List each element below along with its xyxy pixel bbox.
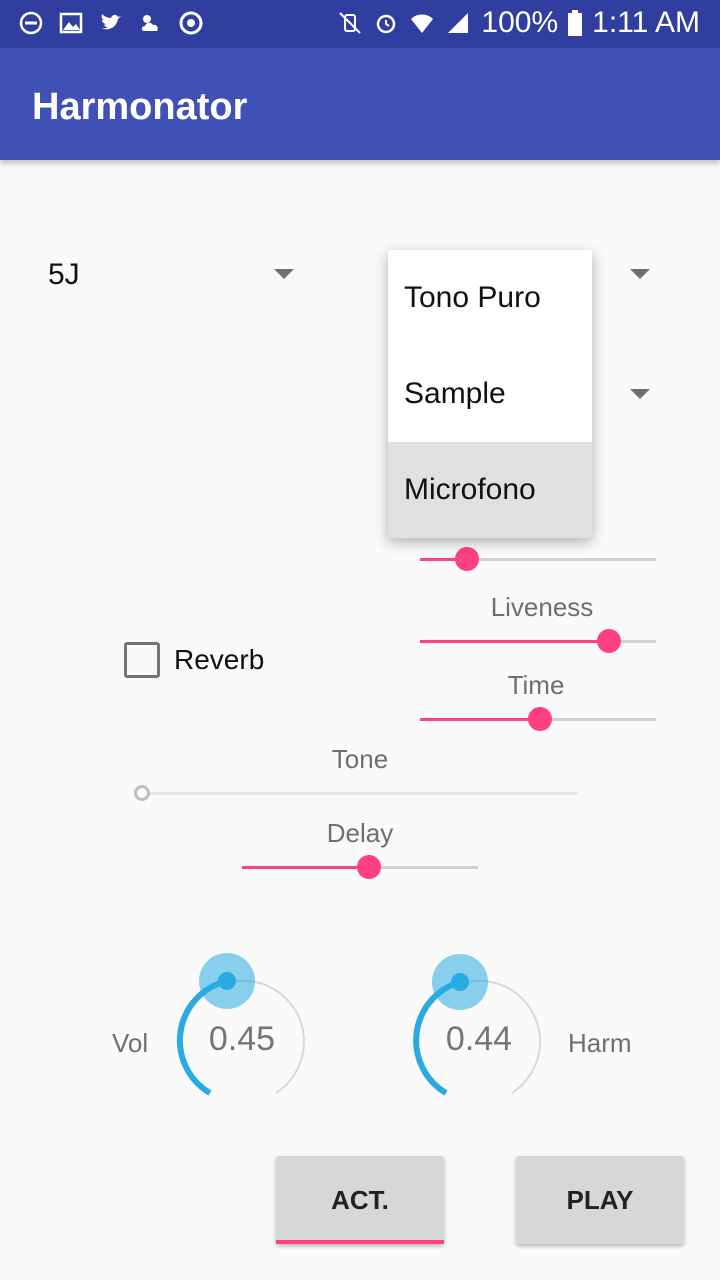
harm-value: 0.44 [445,1020,513,1058]
clock: 1:11 AM [592,6,700,39]
vol-label: Vol [112,1028,149,1058]
left-spinner-value: 5J [48,258,80,291]
tone-slider-thumb[interactable] [134,785,150,801]
chrome-icon [179,11,203,35]
do-not-disturb-icon [19,11,43,35]
tone-slider[interactable] [134,785,578,801]
slider-top[interactable] [420,547,656,571]
play-button-label: PLAY [566,1184,634,1215]
wifi-icon [411,14,434,33]
delay-slider-fill [242,866,370,869]
liveness-slider[interactable] [420,629,656,653]
mute-vibrate-icon [339,12,362,34]
time-slider[interactable] [420,707,656,731]
battery-percent: 100% [481,6,559,39]
delay-slider[interactable] [242,855,478,879]
delay-slider-thumb[interactable] [357,855,382,879]
menu-item-sample[interactable]: Sample [404,377,506,410]
act-button-underline [276,1240,444,1244]
vol-knob-handle[interactable] [218,972,236,990]
harm-label: Harm [568,1028,632,1058]
chevron-down-icon[interactable] [630,389,650,399]
tone-label: Tone [331,744,389,774]
image-icon [59,12,83,34]
harm-knob[interactable] [404,944,554,1104]
reverb-label[interactable]: Reverb [174,644,265,675]
status-bar-system: 100% 1:11 AM [337,6,700,40]
delay-label: Delay [326,818,394,848]
menu-item-tono-puro[interactable]: Tono Puro [404,281,541,314]
liveness-slider-fill [420,640,609,643]
time-slider-fill [420,718,541,721]
reverb-checkbox[interactable] [124,642,160,678]
slider-top-thumb[interactable] [455,547,480,571]
menu-item-microfono[interactable]: Microfono [388,442,592,538]
chevron-down-icon [274,269,294,279]
liveness-slider-thumb[interactable] [596,629,621,653]
slider-top-fill [420,558,468,561]
vol-knob[interactable] [168,944,318,1104]
liveness-label: Liveness [490,592,594,622]
chevron-down-icon[interactable] [630,269,650,279]
signal-icon [448,13,469,33]
twitter-icon [101,14,121,30]
app-bar: Harmonator [0,48,720,160]
weather-icon [141,15,158,31]
status-bar: 100% 1:11 AM [0,0,720,48]
act-button-label: ACT. [331,1184,389,1215]
app-title: Harmonator [32,86,248,128]
alarm-icon [377,14,396,34]
battery-icon [568,10,583,36]
time-slider-thumb[interactable] [528,707,553,731]
harm-knob-handle[interactable] [451,973,469,991]
status-bar-notifications [18,10,204,36]
act-button[interactable]: ACT. [276,1156,444,1244]
time-label: Time [507,670,565,700]
play-button[interactable]: PLAY [516,1156,684,1244]
vol-value: 0.45 [208,1020,276,1058]
spinner-popup-menu: Tono Puro Sample Microfono [388,250,592,538]
